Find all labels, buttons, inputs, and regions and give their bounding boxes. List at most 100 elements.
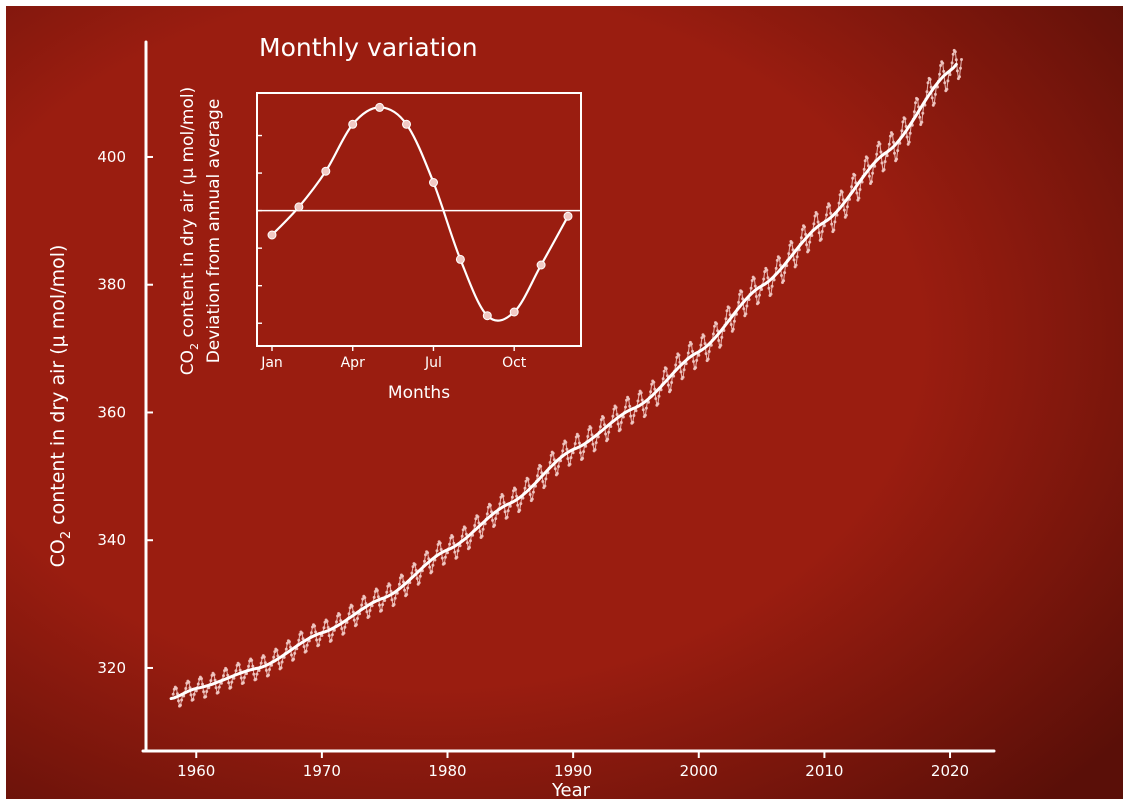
monthly-measurement-point bbox=[401, 574, 404, 578]
monthly-measurement-point bbox=[844, 213, 848, 217]
monthly-measurement-point bbox=[415, 577, 419, 580]
monthly-measurement-point bbox=[772, 278, 776, 282]
inset-x-tick-label: Apr bbox=[341, 355, 365, 371]
monthly-measurement-point bbox=[464, 532, 468, 536]
monthly-measurement-point bbox=[461, 528, 465, 532]
monthly-measurement-point bbox=[939, 64, 943, 67]
monthly-measurement-point bbox=[777, 256, 781, 260]
monthly-measurement-point bbox=[958, 75, 961, 79]
monthly-measurement-point bbox=[241, 681, 245, 685]
monthly-measurement-point bbox=[204, 695, 208, 699]
monthly-measurement-point bbox=[543, 484, 547, 488]
monthly-measurement-point bbox=[914, 101, 917, 105]
monthly-measurement-point bbox=[581, 456, 585, 460]
inset-month-point bbox=[294, 202, 304, 212]
inset-x-tick-label: Oct bbox=[502, 355, 527, 371]
inset-month-point bbox=[402, 119, 411, 129]
monthly-measurement-point bbox=[774, 266, 778, 270]
monthly-measurement-point bbox=[428, 565, 432, 569]
monthly-measurement-point bbox=[724, 317, 728, 321]
monthly-measurement-point bbox=[216, 690, 220, 694]
monthly-measurement-point bbox=[594, 441, 598, 445]
monthly-measurement-point bbox=[694, 366, 698, 370]
monthly-measurement-point bbox=[171, 692, 175, 696]
monthly-measurement-point bbox=[427, 557, 431, 561]
monthly-measurement-point bbox=[629, 414, 633, 418]
monthly-measurement-point bbox=[451, 535, 455, 539]
monthly-measurement-point bbox=[640, 398, 644, 402]
monthly-measurement-point bbox=[405, 593, 409, 596]
monthly-measurement-point bbox=[780, 274, 783, 277]
monthly-measurement-point bbox=[456, 549, 460, 553]
monthly-measurement-point bbox=[403, 588, 407, 592]
monthly-measurement-point bbox=[503, 510, 507, 514]
monthly-measurement-point bbox=[502, 501, 506, 505]
monthly-measurement-point bbox=[309, 631, 313, 635]
monthly-measurement-point bbox=[745, 304, 749, 308]
monthly-measurement-point bbox=[551, 451, 555, 455]
monthly-measurement-point bbox=[666, 383, 670, 387]
main-x-tick-label: 1980 bbox=[428, 762, 466, 780]
monthly-measurement-point bbox=[603, 423, 606, 427]
inset-y-axis-label-2: Deviation from annual average bbox=[204, 99, 224, 364]
monthly-measurement-point bbox=[442, 561, 446, 565]
monthly-measurement-point bbox=[247, 664, 251, 668]
monthly-measurement-point bbox=[720, 335, 724, 339]
inset-month-point bbox=[482, 311, 492, 321]
monthly-measurement-point bbox=[577, 441, 581, 445]
monthly-measurement-point bbox=[840, 190, 844, 194]
monthly-measurement-point bbox=[950, 61, 954, 65]
monthly-measurement-point bbox=[908, 131, 912, 135]
monthly-measurement-point bbox=[277, 662, 281, 665]
monthly-measurement-point bbox=[510, 495, 514, 499]
monthly-measurement-point bbox=[825, 213, 828, 217]
monthly-measurement-point bbox=[264, 668, 268, 672]
monthly-measurement-point bbox=[561, 449, 565, 453]
main-y-tick-label: 380 bbox=[97, 276, 126, 294]
monthly-measurement-point bbox=[851, 176, 855, 180]
monthly-measurement-point bbox=[943, 81, 947, 85]
chart-canvas: 320 340 360 380 400 1960 1970 1980 1990 2000 2010… bbox=[6, 6, 1123, 801]
monthly-measurement-point bbox=[506, 509, 510, 513]
monthly-measurement-point bbox=[817, 231, 821, 235]
monthly-measurement-point bbox=[376, 595, 380, 599]
monthly-measurement-point bbox=[959, 66, 962, 70]
monthly-measurement-point bbox=[631, 420, 635, 424]
monthly-measurement-point bbox=[505, 515, 509, 519]
monthly-measurement-point bbox=[304, 649, 308, 653]
monthly-measurement-point bbox=[519, 502, 523, 506]
monthly-measurement-point bbox=[518, 508, 522, 512]
monthly-measurement-point bbox=[255, 672, 259, 676]
monthly-measurement-point bbox=[443, 555, 447, 559]
monthly-measurement-point bbox=[715, 322, 719, 326]
monthly-measurement-point bbox=[933, 92, 937, 96]
monthly-measurement-point bbox=[548, 461, 552, 464]
monthly-measurement-point bbox=[537, 467, 541, 471]
monthly-measurement-point bbox=[602, 416, 605, 420]
monthly-measurement-point bbox=[343, 625, 347, 629]
monthly-measurement-point bbox=[853, 173, 857, 177]
monthly-measurement-point bbox=[656, 402, 660, 406]
monthly-measurement-point bbox=[841, 198, 845, 202]
monthly-measurement-point bbox=[941, 61, 945, 65]
monthly-measurement-point bbox=[263, 661, 267, 665]
monthly-measurement-point bbox=[553, 467, 557, 471]
main-x-tick-label: 1960 bbox=[177, 762, 215, 780]
monthly-measurement-point bbox=[650, 382, 654, 386]
monthly-measurement-point bbox=[516, 503, 520, 507]
main-y-tick-label: 340 bbox=[97, 531, 126, 549]
monthly-measurement-point bbox=[870, 180, 873, 184]
monthly-measurement-point bbox=[552, 458, 556, 462]
monthly-measurement-point bbox=[568, 462, 572, 466]
monthly-measurement-point bbox=[925, 90, 929, 94]
monthly-measurement-point bbox=[393, 596, 397, 600]
monthly-measurement-point bbox=[616, 422, 620, 426]
monthly-measurement-point bbox=[832, 228, 836, 232]
monthly-measurement-point bbox=[756, 301, 760, 305]
monthly-measurement-point bbox=[212, 673, 216, 677]
monthly-measurement-point bbox=[808, 240, 812, 244]
monthly-measurement-point bbox=[741, 297, 745, 301]
monthly-measurement-point bbox=[285, 641, 289, 645]
monthly-measurement-point bbox=[778, 263, 782, 267]
inset-month-point bbox=[321, 166, 331, 176]
